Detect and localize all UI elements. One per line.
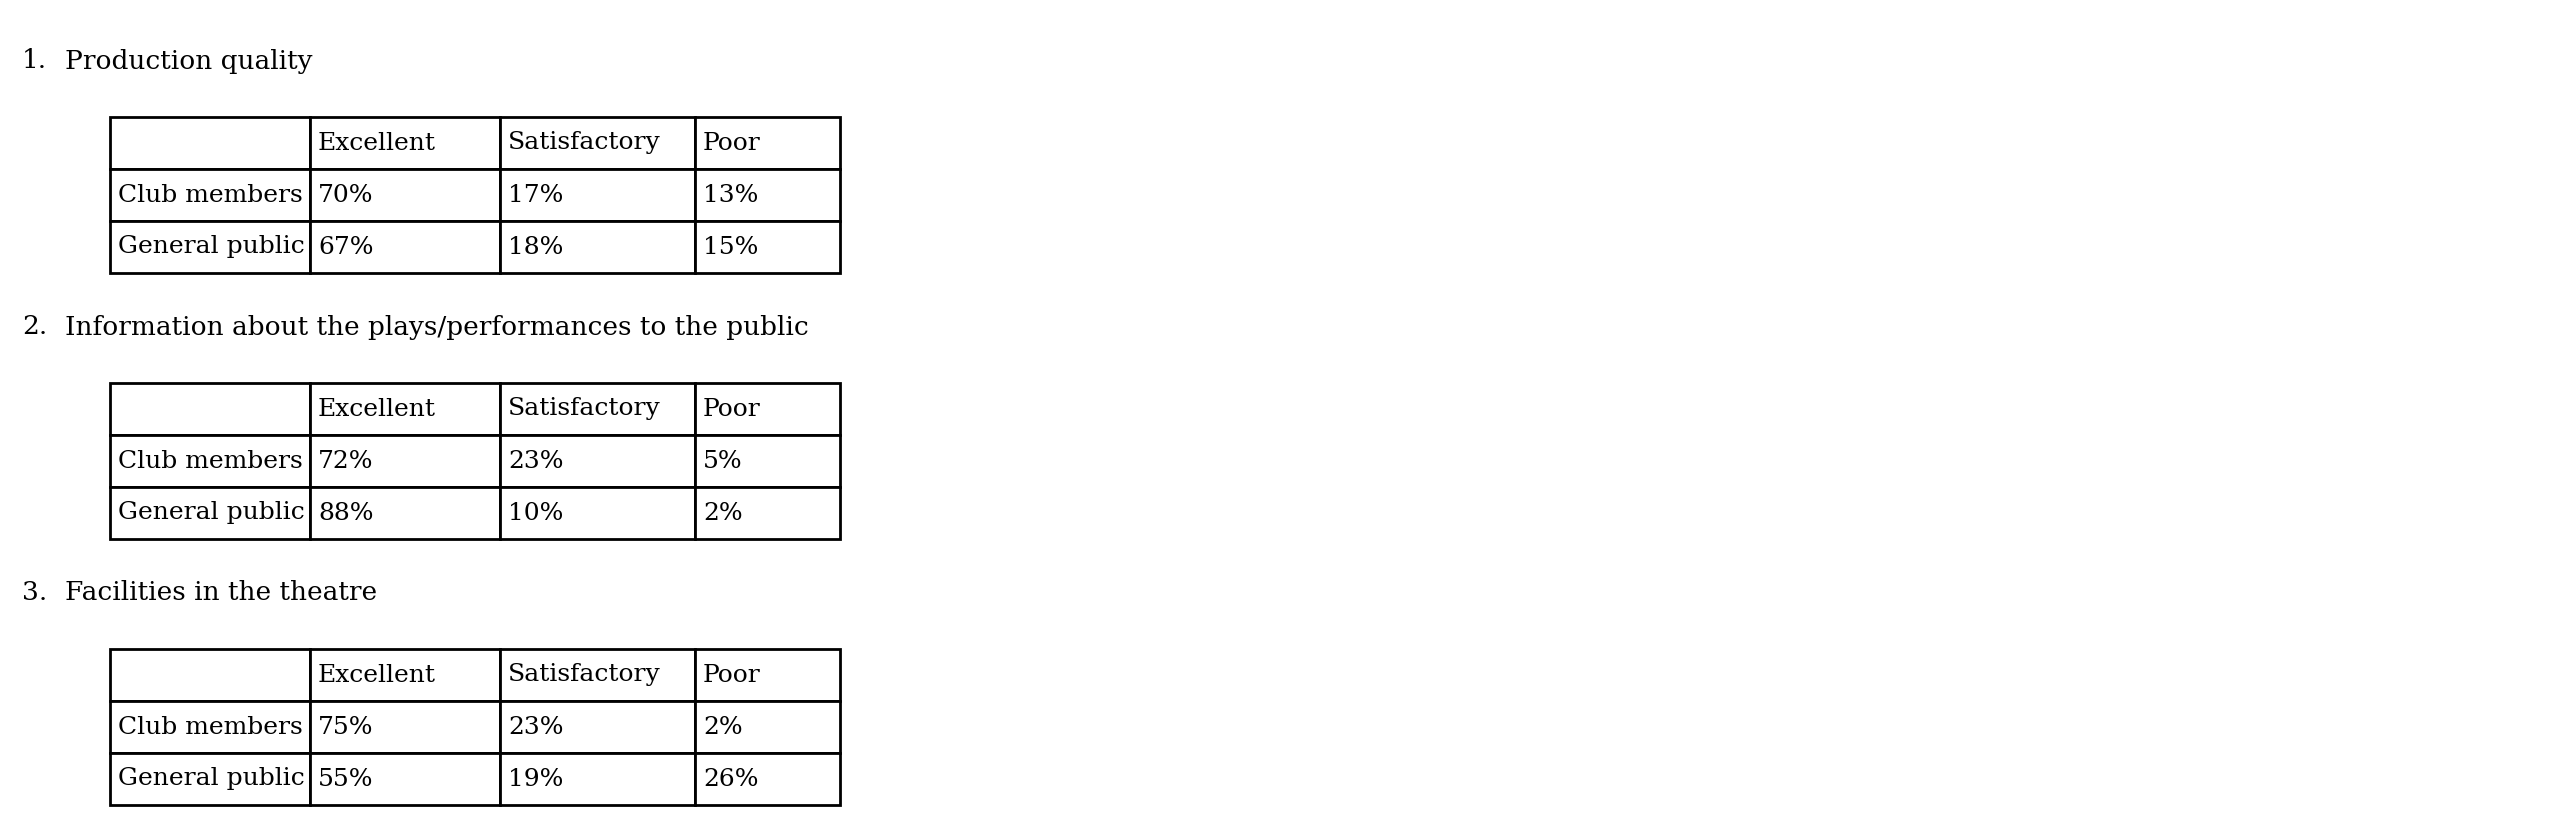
Text: 72%: 72% — [319, 450, 373, 472]
Text: 23%: 23% — [508, 716, 564, 738]
Bar — [110, 221, 309, 273]
Bar — [694, 169, 840, 221]
Bar — [309, 169, 500, 221]
Text: 2%: 2% — [702, 502, 743, 524]
Bar — [309, 649, 500, 701]
Text: 88%: 88% — [319, 502, 373, 524]
Bar — [110, 117, 309, 169]
Text: General public: General public — [117, 502, 304, 524]
Bar — [110, 435, 309, 487]
Text: 26%: 26% — [702, 767, 758, 791]
Bar — [694, 383, 840, 435]
Bar — [110, 649, 309, 701]
Bar — [309, 701, 500, 753]
Bar — [500, 701, 694, 753]
Bar — [500, 435, 694, 487]
Text: General public: General public — [117, 236, 304, 258]
Bar — [500, 649, 694, 701]
Text: Satisfactory: Satisfactory — [508, 397, 661, 421]
Bar — [309, 383, 500, 435]
Text: Poor: Poor — [702, 397, 760, 421]
Text: 13%: 13% — [702, 183, 758, 206]
Text: 75%: 75% — [319, 716, 373, 738]
Bar — [500, 383, 694, 435]
Text: 19%: 19% — [508, 767, 564, 791]
Text: Club members: Club members — [117, 716, 304, 738]
Text: 18%: 18% — [508, 236, 564, 258]
Bar — [309, 117, 500, 169]
Text: Information about the plays/performances to the public: Information about the plays/performances… — [64, 314, 809, 339]
Bar — [694, 649, 840, 701]
Text: Club members: Club members — [117, 183, 304, 206]
Bar — [110, 169, 309, 221]
Text: 2.: 2. — [23, 314, 48, 339]
Bar — [110, 753, 309, 805]
Bar — [309, 435, 500, 487]
Bar — [309, 221, 500, 273]
Text: General public: General public — [117, 767, 304, 791]
Text: 23%: 23% — [508, 450, 564, 472]
Text: 15%: 15% — [702, 236, 758, 258]
Text: 55%: 55% — [319, 767, 373, 791]
Text: 1.: 1. — [23, 48, 46, 74]
Bar — [309, 487, 500, 539]
Text: 17%: 17% — [508, 183, 564, 206]
Bar — [110, 383, 309, 435]
Text: Excellent: Excellent — [319, 131, 436, 155]
Bar — [694, 487, 840, 539]
Text: Production quality: Production quality — [64, 48, 311, 74]
Text: 70%: 70% — [319, 183, 373, 206]
Bar — [110, 487, 309, 539]
Bar — [694, 701, 840, 753]
Text: 2%: 2% — [702, 716, 743, 738]
Bar — [500, 169, 694, 221]
Bar — [694, 435, 840, 487]
Text: Excellent: Excellent — [319, 397, 436, 421]
Bar — [694, 753, 840, 805]
Text: Poor: Poor — [702, 664, 760, 686]
Text: 5%: 5% — [702, 450, 743, 472]
Bar — [309, 753, 500, 805]
Bar — [694, 117, 840, 169]
Text: Excellent: Excellent — [319, 664, 436, 686]
Text: Facilities in the theatre: Facilities in the theatre — [64, 580, 378, 605]
Text: Satisfactory: Satisfactory — [508, 664, 661, 686]
Bar — [500, 221, 694, 273]
Bar — [500, 487, 694, 539]
Text: 3.: 3. — [23, 580, 48, 605]
Text: Satisfactory: Satisfactory — [508, 131, 661, 155]
Bar — [500, 117, 694, 169]
Text: Poor: Poor — [702, 131, 760, 155]
Bar — [500, 753, 694, 805]
Text: Club members: Club members — [117, 450, 304, 472]
Text: 67%: 67% — [319, 236, 373, 258]
Bar — [694, 221, 840, 273]
Text: 10%: 10% — [508, 502, 564, 524]
Bar — [110, 701, 309, 753]
